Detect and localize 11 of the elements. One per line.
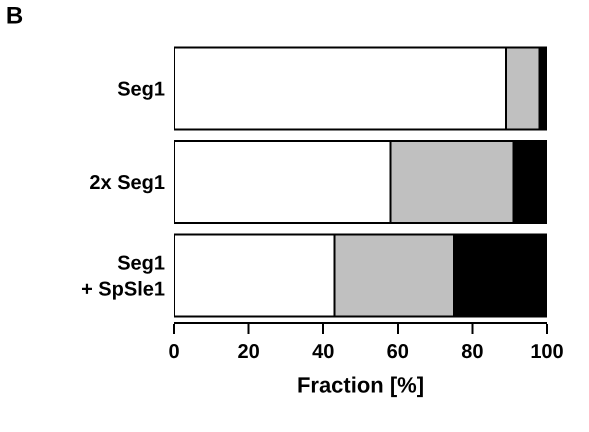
y-tick-label: Seg1: [117, 78, 165, 101]
y-tick-label: 2x Seg1: [89, 172, 165, 194]
x-axis-title: Fraction [%]: [296, 372, 424, 398]
x-tick-label: 0: [168, 341, 180, 363]
x-tick-label: 80: [461, 341, 484, 363]
x-tick-label: 20: [237, 341, 260, 363]
chart-title: B: [6, 2, 24, 30]
x-tick-label: 40: [312, 341, 334, 363]
x-tick-label: 100: [530, 341, 564, 363]
y-tick-label: Seg1 + SpSle1: [81, 252, 165, 300]
x-tick-label: 60: [386, 341, 409, 363]
